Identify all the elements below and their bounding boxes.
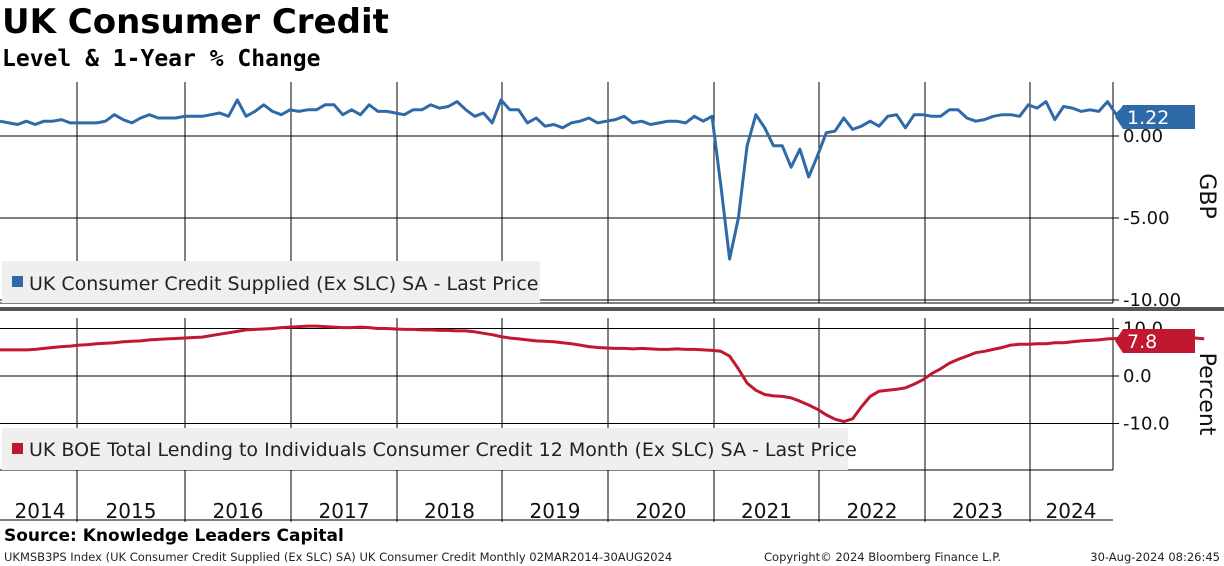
x-tick-label: 2024 (1046, 499, 1097, 523)
footer-copyright: Copyright© 2024 Bloomberg Finance L.P. (764, 550, 1001, 564)
bottom-last-value-label: 7.8 (1127, 331, 1157, 353)
chart-subtitle: Level & 1-Year % Change (2, 46, 321, 72)
y-tick-label: 0.00 (1123, 126, 1163, 147)
x-tick-label: 2016 (213, 499, 264, 523)
x-tick-label: 2021 (741, 499, 792, 523)
bottom-y-axis-title: Percent (1194, 353, 1219, 436)
y-tick-label: -10.00 (1123, 290, 1181, 311)
x-tick-label: 2019 (530, 499, 581, 523)
footer-timestamp: 30-Aug-2024 08:26:45 (1090, 550, 1220, 564)
x-tick-label: 2014 (15, 499, 66, 523)
x-axis-ticks: 2014 2015 2016 2017 2018 2019 2020 2021 2022 2023… (15, 499, 1097, 523)
gridlines (0, 82, 1113, 522)
x-tick-label: 2022 (847, 499, 898, 523)
y-tick-label: -10.0 (1123, 414, 1170, 435)
top-legend-label: UK Consumer Credit Supplied (Ex SLC) SA … (29, 273, 538, 295)
x-tick-label: 2015 (106, 499, 157, 523)
panel-separator (0, 307, 1224, 311)
bottom-legend-swatch (12, 443, 23, 454)
footer-ticker-info: UKMSB3PS Index (UK Consumer Credit Suppl… (4, 550, 673, 564)
x-tick-label: 2020 (636, 499, 687, 523)
chart-title: UK Consumer Credit (2, 2, 389, 42)
bottom-legend-label: UK BOE Total Lending to Individuals Cons… (29, 439, 857, 461)
top-y-axis-ticks: 0.00 -5.00 -10.00 (1113, 126, 1181, 311)
top-y-axis-title: GBP (1194, 173, 1219, 218)
source-note: Source: Knowledge Leaders Capital (4, 526, 344, 546)
bottom-legend-box (2, 428, 848, 470)
x-tick-label: 2018 (424, 499, 475, 523)
top-last-value-label: 1.22 (1127, 107, 1169, 129)
top-legend-swatch (12, 276, 23, 287)
y-tick-label: 0.0 (1123, 366, 1152, 387)
top-legend-box (2, 261, 540, 303)
x-tick-label: 2023 (952, 499, 1003, 523)
x-tick-label: 2017 (319, 499, 370, 523)
y-tick-label: -5.00 (1123, 208, 1170, 229)
top-series-line (0, 98, 1179, 261)
top-last-value-tag (1115, 105, 1195, 129)
bottom-series-line (0, 324, 1205, 424)
bottom-last-value-tag (1115, 329, 1195, 353)
